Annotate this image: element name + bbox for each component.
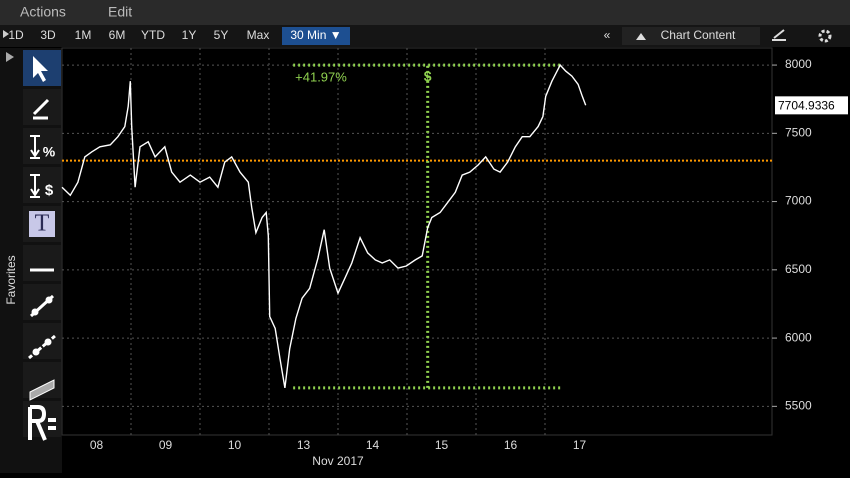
annotation-label: +41.97%: [295, 70, 347, 85]
x-tick-label: 14: [366, 438, 380, 452]
x-tick-label: 13: [297, 438, 311, 452]
period-button[interactable]: 1D: [8, 28, 24, 42]
ray-tool[interactable]: [23, 323, 61, 359]
interval-label[interactable]: 30 Min ▼: [290, 28, 341, 42]
channel-icon: [29, 379, 55, 401]
last-price-box: [775, 96, 848, 115]
trend-tool[interactable]: [23, 284, 61, 320]
menu-item[interactable]: Actions: [20, 4, 66, 20]
y-tick-label: 8000: [785, 57, 812, 71]
trend-dot: [31, 308, 39, 316]
chart-content-label[interactable]: Chart Content: [661, 28, 736, 42]
x-tick-label: 15: [435, 438, 449, 452]
percent-arrow: [30, 135, 40, 159]
price-line: [61, 63, 587, 389]
y-tick-label: 7000: [785, 194, 812, 208]
pointer-icon: [33, 56, 48, 82]
period-button[interactable]: 1M: [75, 28, 92, 42]
dollar-arrow: [30, 174, 40, 198]
x-tick-label: 17: [573, 438, 587, 452]
period-button[interactable]: 5Y: [214, 28, 229, 42]
menu-item[interactable]: Edit: [108, 4, 132, 20]
menu-bar: [0, 0, 850, 25]
x-tick-label: 08: [90, 438, 104, 452]
ray-dot: [32, 348, 40, 356]
x-tick-label: 16: [504, 438, 518, 452]
trend-dot: [45, 296, 53, 304]
y-tick-label: 7500: [785, 125, 812, 139]
percent-tool[interactable]: [23, 128, 61, 164]
interval-button[interactable]: [282, 27, 350, 45]
x-axis-label: Nov 2017: [312, 454, 364, 468]
x-tick-label: 10: [228, 438, 242, 452]
tools: % $ T: [23, 50, 61, 441]
toolbar-arrow: [6, 52, 14, 62]
last-price-label: 7704.9336: [778, 99, 835, 113]
period-button[interactable]: 3D: [40, 28, 56, 42]
period-button[interactable]: Max: [247, 28, 270, 42]
favorites-label[interactable]: Favorites: [4, 255, 18, 304]
edit-icon[interactable]: [772, 29, 786, 41]
pencil-icon: [32, 98, 50, 120]
text-tool-label: T: [35, 211, 50, 237]
plot-area: [61, 47, 773, 436]
period-button[interactable]: YTD: [141, 28, 165, 42]
chart-content-icon: [636, 33, 646, 40]
y-tick-label: 5500: [785, 399, 812, 413]
regression-icon: [28, 405, 56, 441]
settings-icon[interactable]: [818, 29, 832, 43]
dollar-label: $: [45, 182, 54, 199]
expand-arrow[interactable]: [3, 30, 9, 38]
percent-label: %: [43, 144, 56, 160]
dollar-tool[interactable]: [23, 167, 61, 203]
text-tool-bg: [29, 211, 55, 237]
period-button[interactable]: 1Y: [182, 28, 197, 42]
y-tick-label: 6500: [785, 262, 812, 276]
period-button[interactable]: 6M: [109, 28, 126, 42]
y-tick-label: 6000: [785, 330, 812, 344]
annotation-symbol: $: [424, 68, 432, 84]
x-tick-label: 09: [159, 438, 173, 452]
ray-dot: [44, 338, 52, 346]
collapse-button[interactable]: «: [604, 28, 611, 42]
line-tool[interactable]: [23, 245, 61, 281]
chart-content-button[interactable]: [622, 27, 760, 45]
